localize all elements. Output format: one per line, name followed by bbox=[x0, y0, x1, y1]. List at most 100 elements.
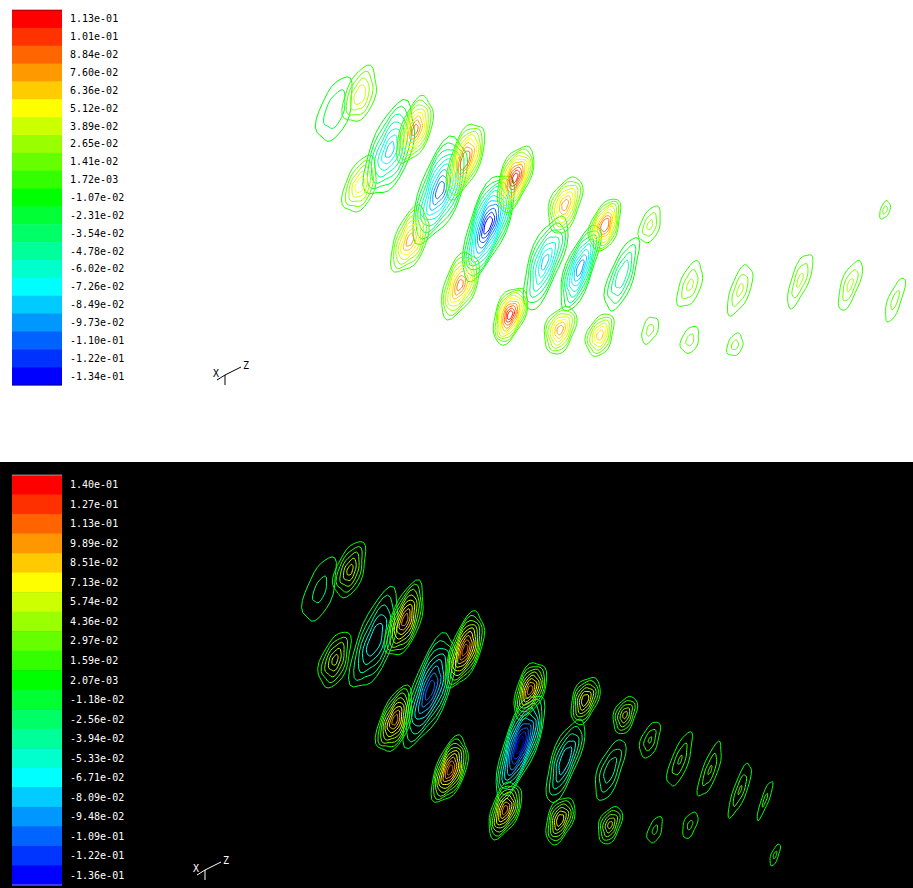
colorbar-swatch bbox=[12, 206, 62, 224]
contour-line bbox=[792, 264, 808, 298]
contour-lobe bbox=[571, 677, 600, 724]
contour-line bbox=[479, 208, 496, 242]
colorbar-swatch bbox=[12, 242, 62, 260]
contour-lobe bbox=[598, 807, 622, 844]
contour-line bbox=[462, 644, 468, 656]
contour-line bbox=[552, 185, 578, 227]
contour-line bbox=[439, 751, 460, 789]
contour-line bbox=[533, 237, 559, 291]
contour-lobe bbox=[728, 763, 751, 818]
contour-line bbox=[732, 340, 739, 350]
contour-line bbox=[391, 205, 430, 273]
contour-line bbox=[546, 798, 575, 845]
contour-line bbox=[385, 702, 404, 736]
colorbar-swatch bbox=[12, 768, 62, 788]
contour-line bbox=[567, 239, 594, 297]
triad-label: X bbox=[193, 863, 199, 874]
colorbar-swatch bbox=[12, 46, 62, 64]
contour-line bbox=[350, 78, 369, 110]
contour-lobe bbox=[757, 782, 773, 821]
contour-line bbox=[371, 114, 408, 183]
panel-background bbox=[0, 0, 913, 462]
colorbar-swatch bbox=[12, 495, 62, 515]
contour-line bbox=[549, 727, 582, 796]
contour-line bbox=[552, 319, 567, 342]
contour-line bbox=[577, 688, 593, 714]
colorbar-swatch bbox=[12, 171, 62, 189]
colorbar-swatch bbox=[12, 631, 62, 651]
triad-label: X bbox=[213, 368, 219, 379]
contour-line bbox=[415, 660, 444, 720]
contour-line bbox=[728, 265, 754, 317]
triad-label: Z bbox=[243, 360, 249, 371]
colorbar-label: 7.13e-02 bbox=[70, 577, 118, 588]
contour-line bbox=[601, 218, 609, 231]
contour-line bbox=[498, 699, 542, 795]
contour-line bbox=[512, 173, 518, 183]
contour-line bbox=[455, 276, 466, 296]
plot-area bbox=[302, 542, 781, 866]
colorbar-label: 1.41e-02 bbox=[70, 156, 118, 167]
colorbar-swatch bbox=[12, 135, 62, 153]
colorbar-label: -1.36e-01 bbox=[70, 870, 124, 881]
colorbar: 1.13e-011.01e-018.84e-027.60e-026.36e-02… bbox=[12, 10, 124, 386]
contour-line bbox=[448, 615, 483, 684]
colorbar-swatch bbox=[12, 651, 62, 671]
contour-line bbox=[497, 292, 525, 338]
contour-line bbox=[392, 714, 398, 725]
contour-line bbox=[569, 244, 591, 292]
contour-line bbox=[557, 815, 564, 827]
contour-line bbox=[526, 223, 565, 303]
triad-label: Z bbox=[223, 855, 229, 866]
colorbar-swatch bbox=[12, 367, 62, 385]
contour-line bbox=[595, 740, 626, 800]
contour-line bbox=[838, 260, 862, 310]
contour-line bbox=[502, 806, 507, 815]
colorbar-swatch bbox=[12, 573, 62, 593]
contour-line bbox=[412, 124, 418, 136]
contour-line bbox=[401, 225, 419, 255]
contour-line bbox=[546, 310, 575, 351]
colorbar-swatch bbox=[12, 260, 62, 278]
contour-line bbox=[737, 284, 744, 297]
contour-line bbox=[489, 782, 522, 840]
contour-line bbox=[588, 199, 621, 251]
contour-line bbox=[608, 822, 613, 829]
contour-line bbox=[502, 708, 539, 785]
contour-line bbox=[520, 672, 542, 708]
contour-line bbox=[511, 170, 520, 186]
contour-line bbox=[667, 732, 693, 786]
contour-lobe bbox=[446, 124, 485, 200]
contour-line bbox=[342, 65, 377, 121]
contour-line bbox=[647, 817, 663, 844]
contour-line bbox=[608, 244, 636, 303]
contour-line bbox=[530, 230, 563, 298]
contour-line bbox=[403, 109, 427, 151]
contour-line bbox=[506, 308, 515, 322]
contour-lobe bbox=[349, 586, 399, 687]
contour-lobe bbox=[489, 782, 522, 840]
contour-line bbox=[683, 812, 698, 838]
contour-line bbox=[555, 322, 566, 338]
colorbar: 1.40e-011.27e-011.13e-019.89e-028.51e-02… bbox=[12, 475, 124, 886]
contour-lobe bbox=[493, 288, 528, 345]
contour-line bbox=[434, 739, 467, 800]
contour-line bbox=[399, 100, 431, 160]
contour-line bbox=[648, 737, 652, 743]
contour-line bbox=[503, 304, 518, 329]
contour-line bbox=[494, 792, 516, 828]
contour-line bbox=[599, 216, 611, 235]
contour-line bbox=[449, 131, 480, 190]
contour-line bbox=[642, 317, 659, 344]
contour-line bbox=[394, 210, 427, 269]
axis-triad: XZ bbox=[213, 360, 249, 385]
contour-line bbox=[618, 705, 633, 727]
contour-line bbox=[437, 748, 462, 793]
contour-line bbox=[503, 156, 530, 204]
contour-line bbox=[590, 320, 610, 350]
contour-line bbox=[382, 135, 398, 164]
contour-line bbox=[491, 786, 520, 836]
contour-line bbox=[514, 732, 527, 759]
contour-line bbox=[445, 761, 455, 779]
colorbar-label: 8.84e-02 bbox=[70, 49, 118, 60]
